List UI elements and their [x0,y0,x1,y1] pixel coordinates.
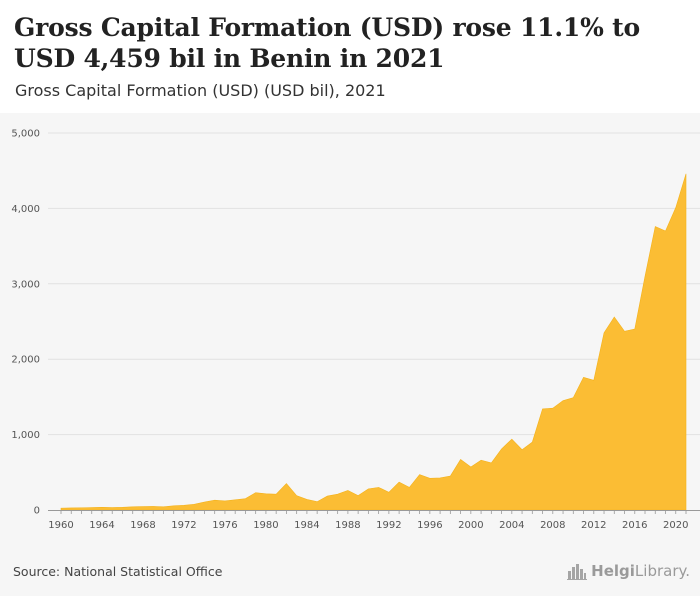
axes: 0 1,000 2,000 3,000 4,000 5,000 1960 1964 1968 19… [11,129,700,531]
brand-name-rest: Library. [634,562,690,580]
y-tick-label: 0 [34,506,40,517]
series-area [60,173,687,511]
y-tick-label: 2,000 [11,355,40,366]
x-tick-label: 1996 [417,520,442,531]
y-tick-label: 3,000 [11,279,40,290]
plot-background [0,113,700,596]
x-tick-label: 2000 [458,520,483,531]
x-tick-label: 1960 [48,520,73,531]
source-note: Source: National Statistical Office [13,564,223,579]
city-skyline-icon [567,564,588,580]
y-tick-label: 4,000 [11,204,40,215]
x-tick-label: 1972 [171,520,196,531]
x-tick-label: 1988 [335,520,360,531]
brand-name-bold: Helgi [591,562,635,580]
x-tick-label: 1976 [212,520,237,531]
y-tick-label: 5,000 [11,129,40,140]
x-tick-label: 1992 [376,520,401,531]
x-tick-label: 2008 [540,520,565,531]
x-tick-label: 1964 [89,520,114,531]
x-tick-label: 2016 [622,520,647,531]
x-tick-label: 1968 [130,520,155,531]
x-tick-label: 2020 [663,520,688,531]
x-tick-label: 1980 [253,520,278,531]
chart-subtitle: Gross Capital Formation (USD) (USD bil),… [15,81,386,100]
brand-name: HelgiLibrary. [591,562,690,580]
series-area-path [60,173,687,511]
brand-logo: HelgiLibrary. [567,560,690,582]
y-tick-label: 1,000 [11,430,40,441]
x-tick-label: 2004 [499,520,524,531]
chart-title: Gross Capital Formation (USD) rose 11.1%… [14,13,640,73]
x-tick-label: 2012 [581,520,606,531]
x-tick-label: 1984 [294,520,319,531]
chart-header: Gross Capital Formation (USD) rose 11.1%… [0,0,700,112]
